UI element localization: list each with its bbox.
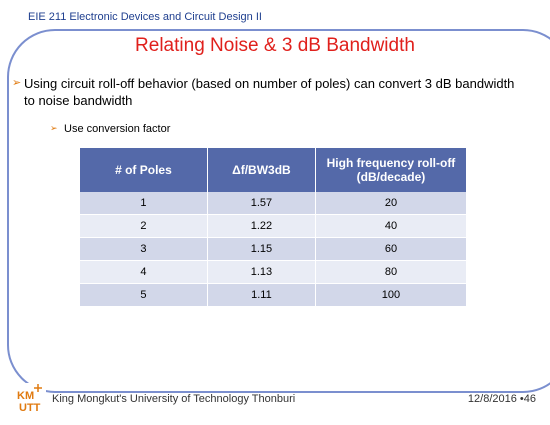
cell-rolloff: 20 bbox=[315, 192, 466, 215]
table-row: 1 1.57 20 bbox=[80, 192, 466, 215]
cell-rolloff: 80 bbox=[315, 260, 466, 284]
kmutt-logo-icon: KM UTT bbox=[16, 383, 46, 413]
bullet-2: ➢ Use conversion factor bbox=[50, 123, 171, 135]
table-row: 2 1.22 40 bbox=[80, 214, 466, 238]
bullet-arrow-icon: ➢ bbox=[50, 123, 58, 133]
cell-ratio: 1.13 bbox=[207, 260, 316, 284]
cell-poles: 1 bbox=[80, 192, 208, 215]
cell-ratio: 1.57 bbox=[207, 192, 316, 215]
cell-ratio: 1.15 bbox=[207, 237, 316, 261]
conversion-table: # of Poles Δf/BW3dB High frequency roll-… bbox=[80, 148, 466, 307]
svg-text:KM: KM bbox=[17, 390, 34, 402]
cell-poles: 3 bbox=[80, 237, 208, 261]
slide-title: Relating Noise & 3 dB Bandwidth bbox=[135, 35, 415, 56]
cell-rolloff: 100 bbox=[315, 283, 466, 307]
course-name: EIE 211 Electronic Devices and Circuit D… bbox=[28, 11, 262, 23]
date-page-number: 12/8/2016 •46 bbox=[467, 393, 536, 405]
svg-text:UTT: UTT bbox=[19, 402, 41, 413]
bullet-2-text: Use conversion factor bbox=[64, 123, 171, 135]
table-row: 4 1.13 80 bbox=[80, 260, 466, 284]
slide-frame bbox=[7, 29, 550, 393]
header-rolloff: High frequency roll-off (dB/decade) bbox=[315, 148, 466, 192]
header-poles: # of Poles bbox=[80, 148, 208, 192]
cell-ratio: 1.11 bbox=[207, 283, 316, 307]
cell-poles: 4 bbox=[80, 260, 208, 284]
university-name: King Mongkut's University of Technology … bbox=[52, 393, 296, 405]
header-ratio: Δf/BW3dB bbox=[207, 148, 316, 192]
cell-poles: 2 bbox=[80, 214, 208, 238]
cell-rolloff: 40 bbox=[315, 214, 466, 238]
bullet-arrow-icon: ➢ bbox=[12, 77, 22, 89]
table-row: 3 1.15 60 bbox=[80, 237, 466, 261]
cell-poles: 5 bbox=[80, 283, 208, 307]
cell-ratio: 1.22 bbox=[207, 214, 316, 238]
table-row: 5 1.11 100 bbox=[80, 283, 466, 307]
cell-rolloff: 60 bbox=[315, 237, 466, 261]
bullet-1: ➢ Using circuit roll-off behavior (based… bbox=[12, 75, 524, 109]
bullet-1-text: Using circuit roll-off behavior (based o… bbox=[24, 76, 515, 108]
